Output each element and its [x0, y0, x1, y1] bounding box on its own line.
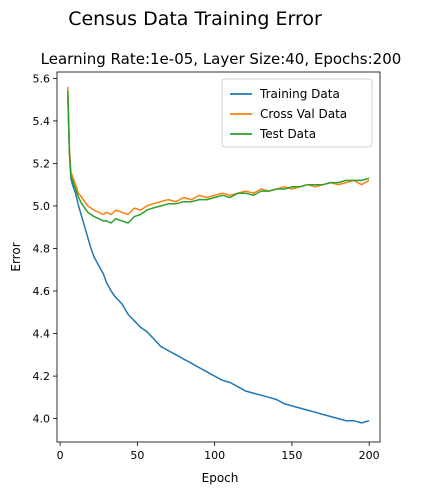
x-tick-label: 50 — [130, 449, 144, 462]
x-tick-label: 100 — [204, 449, 225, 462]
y-tick-label: 4.8 — [33, 242, 51, 255]
y-axis: 4.0 4.2 4.4 4.6 4.8 5.0 5.2 5.4 5.6 — [33, 72, 57, 426]
x-tick-label: 0 — [57, 449, 64, 462]
chart-title: Learning Rate:1e-05, Layer Size:40, Epoc… — [41, 50, 402, 68]
x-axis-label: Epoch — [202, 471, 239, 485]
legend-label: Cross Val Data — [260, 107, 347, 121]
legend-box — [221, 78, 373, 148]
x-tick-label: 150 — [281, 449, 302, 462]
series-line-training-data — [67, 95, 370, 424]
plot-area — [56, 71, 381, 443]
y-tick-label: 5.6 — [33, 72, 51, 85]
chart-suptitle: Census Data Training Error — [68, 8, 322, 30]
plot-frame — [56, 71, 381, 443]
y-tick-label: 4.6 — [33, 285, 51, 298]
y-tick-label: 4.4 — [33, 328, 51, 341]
y-tick-label: 4.2 — [33, 370, 51, 383]
series-line-test-data — [67, 91, 370, 224]
y-tick-label: 5.0 — [33, 200, 51, 213]
y-axis-label: Error — [9, 242, 23, 271]
legend-label: Test Data — [259, 127, 316, 141]
y-tick-label: 5.2 — [33, 157, 51, 170]
y-tick-label: 4.0 — [33, 413, 51, 426]
legend: Training Data Cross Val Data Test Data — [221, 78, 373, 148]
x-axis: 0 50 100 150 200 — [57, 442, 380, 462]
y-tick-label: 5.4 — [33, 115, 51, 128]
legend-label: Training Data — [259, 87, 340, 101]
x-tick-label: 200 — [359, 449, 380, 462]
